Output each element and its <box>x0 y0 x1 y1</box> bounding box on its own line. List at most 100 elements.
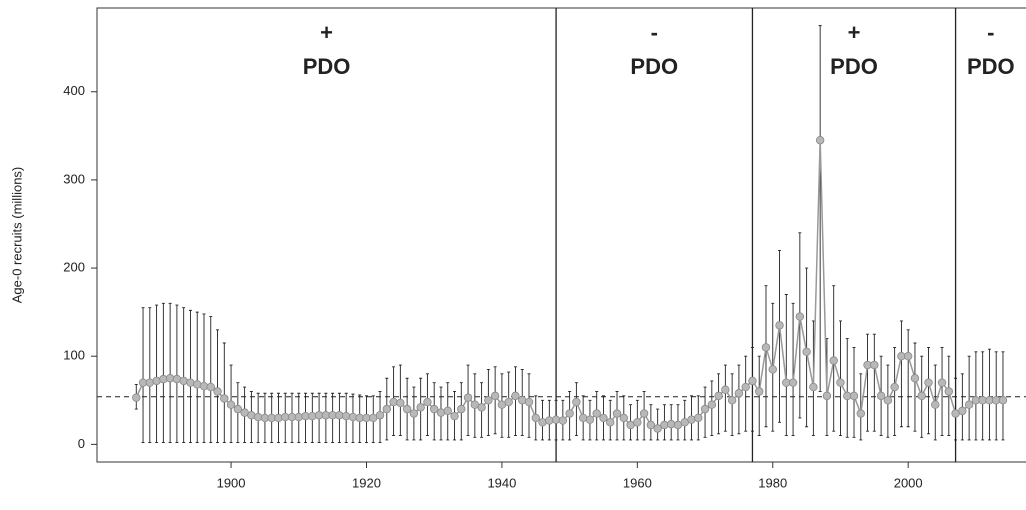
data-point <box>619 413 628 423</box>
data-point <box>193 380 202 389</box>
data-point <box>132 393 141 402</box>
data-point <box>876 391 886 401</box>
data-point <box>430 404 439 414</box>
data-point <box>612 409 622 418</box>
x-tick-label: 1980 <box>758 475 787 490</box>
error-bar <box>947 355 951 437</box>
error-bar <box>175 304 179 444</box>
data-point <box>186 378 195 387</box>
data-point <box>714 391 723 401</box>
data-point <box>375 411 385 420</box>
error-bar <box>778 249 782 423</box>
error-bar <box>845 338 849 438</box>
data-point <box>389 397 398 407</box>
series-line <box>135 140 1003 430</box>
data-point <box>423 397 432 407</box>
data-point <box>768 365 777 374</box>
data-point <box>179 376 188 386</box>
data-point <box>504 397 513 407</box>
data-point <box>721 385 730 394</box>
data-point <box>152 376 161 386</box>
error-bar <box>493 366 497 435</box>
error-bar <box>818 25 822 392</box>
data-point <box>903 352 913 361</box>
y-tick-label: 100 <box>63 348 85 363</box>
data-point <box>226 400 236 409</box>
data-point <box>917 391 926 401</box>
data-point <box>172 374 182 384</box>
data-point <box>490 391 500 401</box>
regime-label: PDO <box>630 54 678 79</box>
data-point <box>348 412 358 422</box>
error-bar <box>954 377 958 441</box>
data-point <box>958 406 967 416</box>
error-bar <box>744 355 748 432</box>
plot-frame <box>96 7 1026 463</box>
error-bar <box>717 373 721 435</box>
data-point <box>308 411 317 421</box>
regime-label: PDO <box>830 54 878 79</box>
data-point <box>734 389 744 398</box>
error-bar <box>209 316 213 444</box>
y-axis-label: Age-0 recruits (millions) <box>9 167 24 304</box>
data-point <box>775 321 784 330</box>
data-point <box>551 415 561 424</box>
error-bar <box>188 309 192 444</box>
data-point <box>924 378 933 387</box>
data-point <box>755 387 764 396</box>
regime-label: PDO <box>303 54 351 79</box>
error-bar <box>974 351 978 441</box>
data-point <box>518 396 527 405</box>
data-point <box>795 312 805 321</box>
data-point <box>545 416 554 425</box>
data-point <box>335 411 344 420</box>
data-point <box>727 396 737 405</box>
data-point <box>402 404 412 414</box>
y-tick-label: 400 <box>63 83 85 98</box>
error-bar <box>981 351 985 441</box>
data-point <box>748 376 757 386</box>
data-point <box>741 382 750 392</box>
data-point <box>910 374 920 383</box>
error-bar <box>987 348 991 441</box>
error-bar <box>723 364 727 432</box>
data-point <box>247 411 256 420</box>
data-point <box>707 400 717 409</box>
error-bar <box>784 294 788 437</box>
data-point <box>274 413 283 423</box>
data-point <box>436 408 446 417</box>
data-point <box>809 382 818 392</box>
data-point <box>802 347 811 357</box>
data-point <box>815 136 825 145</box>
data-point <box>409 409 419 418</box>
error-bar <box>906 329 910 428</box>
data-point <box>700 404 710 414</box>
error-bar <box>182 307 186 444</box>
data-point <box>870 360 879 370</box>
error-bar <box>141 307 145 444</box>
error-bar <box>798 232 802 419</box>
data-point <box>213 387 222 396</box>
error-bar <box>750 346 754 432</box>
data-point <box>341 411 351 421</box>
error-bar <box>757 355 761 437</box>
error-bar <box>155 304 159 444</box>
regime-sign: - <box>651 20 658 45</box>
error-bar <box>859 373 863 441</box>
error-bar <box>893 346 897 437</box>
error-bar <box>1001 351 1005 441</box>
data-point <box>653 424 662 433</box>
y-tick-label: 300 <box>63 171 85 186</box>
data-point <box>538 418 547 427</box>
data-point <box>646 420 656 430</box>
x-tick-label: 1920 <box>352 475 381 490</box>
error-bar <box>574 382 578 437</box>
data-point <box>829 356 838 365</box>
data-point <box>253 412 263 422</box>
data-point <box>511 391 520 401</box>
data-point <box>565 409 574 418</box>
data-point <box>694 413 703 423</box>
data-point <box>836 378 845 387</box>
error-bar <box>913 342 917 432</box>
